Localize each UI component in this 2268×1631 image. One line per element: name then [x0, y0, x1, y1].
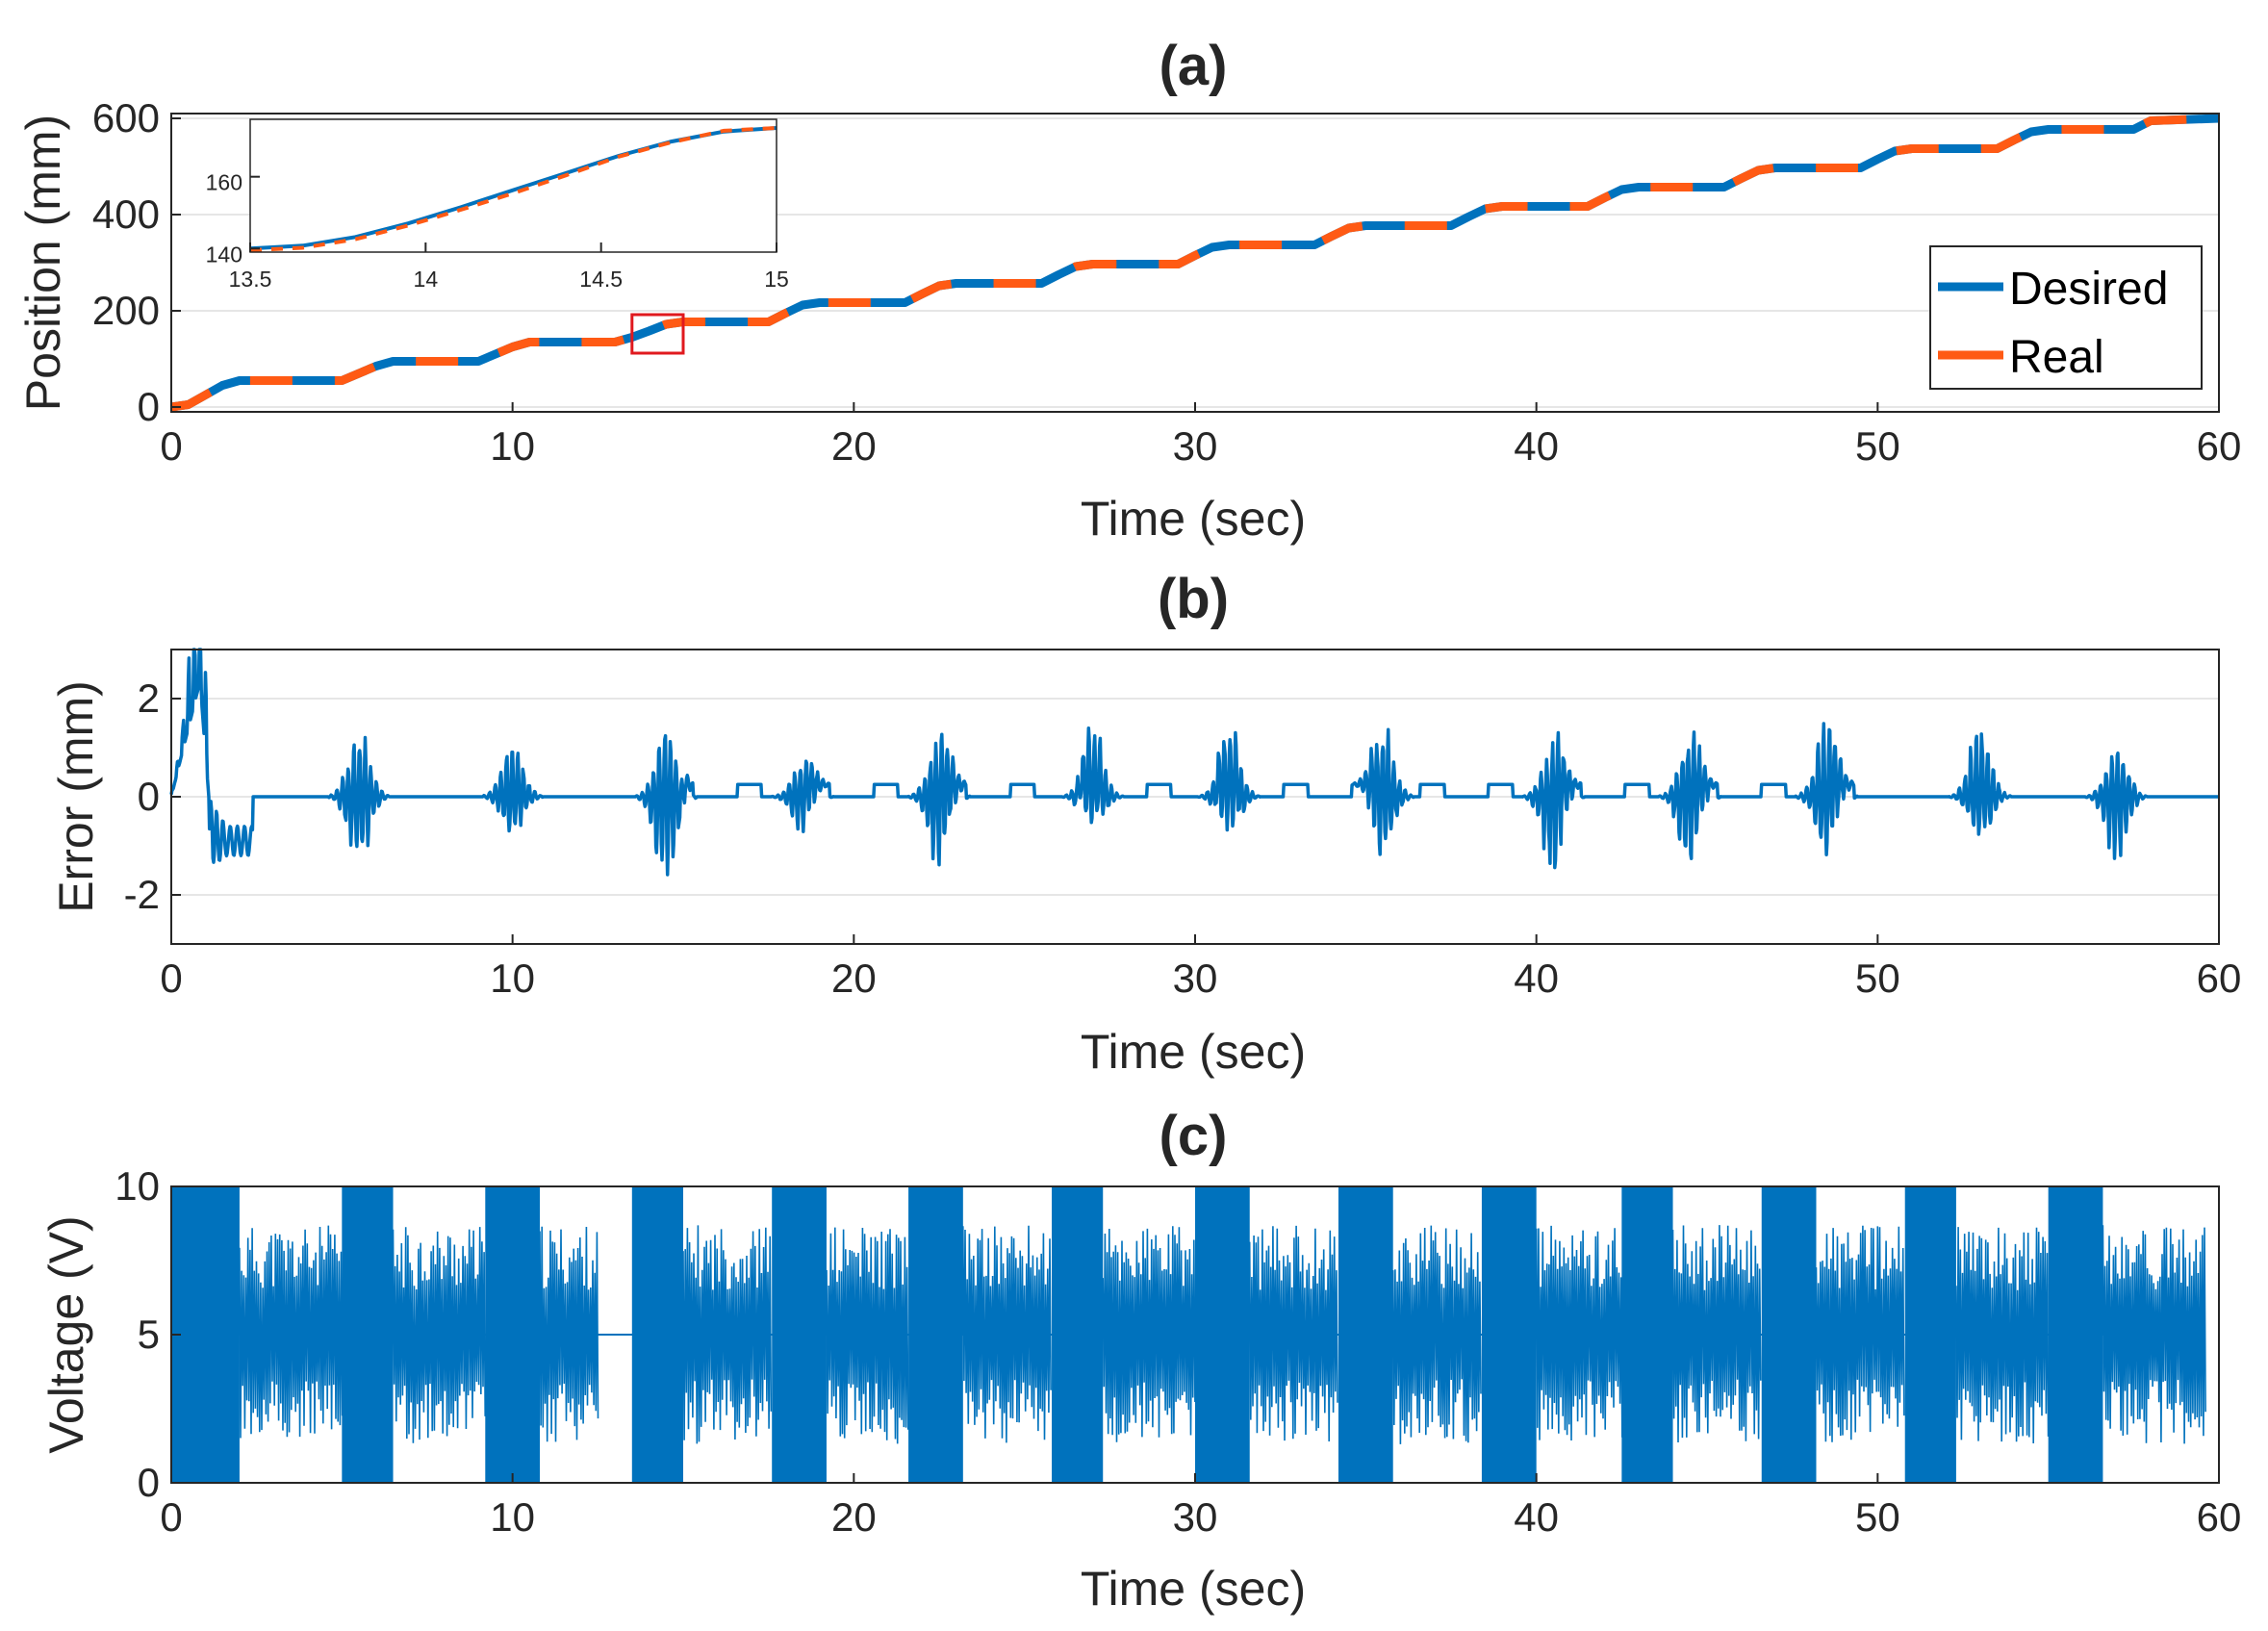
- voltage-oscillation-band: [2102, 1225, 2206, 1444]
- panel-b-x-tick-label: 0: [160, 956, 182, 1001]
- panel-c-x-tick-label: 50: [1855, 1494, 1900, 1540]
- panel-c-y-tick-label: 0: [138, 1460, 160, 1505]
- panel-a-x-tick-label: 30: [1173, 423, 1218, 469]
- panel-b-x-tick-label: 40: [1514, 956, 1559, 1001]
- panel-a-x-tick-label: 10: [490, 423, 535, 469]
- inset-x-tick-label: 14: [414, 267, 439, 292]
- voltage-oscillation-band: [1815, 1225, 1905, 1442]
- voltage-oscillation-band: [826, 1227, 909, 1444]
- inset-plot-area: [249, 126, 777, 253]
- panel-c-y-label: Voltage (V): [39, 1215, 93, 1453]
- panel-b-x-tick-label: 60: [2197, 956, 2242, 1001]
- panel-c-x-tick-label: 30: [1173, 1494, 1218, 1540]
- inset-y-tick-label: 140: [206, 242, 242, 267]
- panel-c-x-label: Time (sec): [1081, 1562, 1306, 1616]
- panel-b-plot-area: [169, 648, 2221, 877]
- legend-label-desired: Desired: [2009, 264, 2168, 315]
- panel-a-x-ticks: 0 10 20 30 40 50 60: [160, 402, 2241, 469]
- panel-c-x-ticks: 0 10 20 30 40 50 60: [160, 1473, 2241, 1540]
- series-real-line: [170, 114, 2220, 412]
- inset-x-tick-label: 14.5: [579, 267, 623, 292]
- panel-c-y-ticks: 0 5 10: [115, 1163, 181, 1505]
- panel-b-x-tick-label: 20: [831, 956, 877, 1001]
- legend-box: [1929, 245, 2203, 390]
- panel-b-x-tick-label: 30: [1173, 956, 1218, 1001]
- panel-c-x-tick-label: 60: [2197, 1494, 2242, 1540]
- panel-c-x-tick-label: 40: [1514, 1494, 1559, 1540]
- zoom-region-marker: [630, 313, 685, 355]
- panel-c: (c) 0 10 20 30 40 50 60 0 5 10 Time (sec) Voltag…: [39, 1105, 2241, 1616]
- panel-b-y-tick-label: -2: [124, 872, 160, 917]
- panel-c-title: (c): [1159, 1105, 1228, 1167]
- inset-x-tick-label: 13.5: [229, 267, 272, 292]
- panel-a-y-tick-label: 0: [138, 384, 160, 429]
- voltage-oscillation-band: [962, 1225, 1052, 1443]
- panel-b-title: (b): [1158, 568, 1229, 630]
- panel-a-x-label: Time (sec): [1081, 492, 1306, 546]
- panel-a-y-tick-label: 400: [92, 191, 160, 237]
- panel-a-x-tick-label: 0: [160, 423, 182, 469]
- inset-axes: 13.5 14 14.5 15 140 160: [206, 118, 789, 292]
- panel-b-y-tick-label: 2: [138, 675, 160, 721]
- panel-c-plot-area: [171, 1186, 2206, 1483]
- panel-b-x-ticks: 0 10 20 30 40 50 60: [160, 934, 2241, 1001]
- inset-y-tick-label: 160: [206, 170, 242, 195]
- panel-b: (b) 0 10 20 30 40 50 60 -202 Time (sec) Error …: [49, 568, 2241, 1079]
- inset-real-line: [249, 126, 777, 253]
- panel-a-plot-area: [170, 114, 2220, 412]
- voltage-oscillation-band: [1955, 1227, 2050, 1444]
- voltage-oscillation-band: [682, 1225, 773, 1444]
- voltage-oscillation-band: [1102, 1226, 1196, 1442]
- voltage-oscillation-band: [1248, 1225, 1338, 1442]
- panel-c-y-tick-label: 5: [138, 1312, 160, 1357]
- panel-a-title: (a): [1159, 35, 1228, 97]
- voltage-oscillation-band: [1535, 1225, 1623, 1441]
- panel-b-y-tick-label: 0: [138, 774, 160, 819]
- inset-x-tick-label: 15: [764, 267, 789, 292]
- panel-a-y-label: Position (mm): [16, 115, 70, 411]
- panel-b-y-ticks: -2 0 2: [124, 675, 181, 917]
- panel-a-x-tick-label: 20: [831, 423, 877, 469]
- panel-a-y-tick-label: 600: [92, 95, 160, 140]
- panel-a-x-tick-label: 50: [1855, 423, 1900, 469]
- voltage-oscillation-band: [539, 1226, 599, 1442]
- panel-b-x-tick-label: 50: [1855, 956, 1900, 1001]
- panel-a-y-ticks: 0 200 400 600: [92, 95, 181, 429]
- inset-axes-box: [249, 118, 777, 253]
- panel-c-y-tick-label: 10: [115, 1163, 160, 1209]
- panel-b-x-tick-label: 10: [490, 956, 535, 1001]
- legend: Desired Real: [1929, 245, 2203, 390]
- panel-b-y-label: Error (mm): [49, 680, 103, 913]
- panel-a-y-tick-label: 200: [92, 288, 160, 333]
- series-error-line: [169, 648, 2221, 877]
- voltage-oscillation-band: [392, 1227, 486, 1443]
- inset-background: [250, 119, 777, 252]
- voltage-oscillation-band: [1391, 1225, 1482, 1444]
- legend-label-real: Real: [2009, 332, 2104, 383]
- panel-a-x-tick-label: 60: [2197, 423, 2242, 469]
- voltage-oscillation-band: [239, 1225, 344, 1439]
- panel-c-x-tick-label: 0: [160, 1494, 182, 1540]
- panel-a-x-tick-label: 40: [1514, 423, 1559, 469]
- voltage-oscillation-band: [1671, 1225, 1762, 1443]
- panel-c-x-tick-label: 10: [490, 1494, 535, 1540]
- panel-b-x-label: Time (sec): [1081, 1025, 1306, 1079]
- panel-c-x-tick-label: 20: [831, 1494, 877, 1540]
- inset-ticks: 13.5 14 14.5 15 140 160: [206, 170, 789, 292]
